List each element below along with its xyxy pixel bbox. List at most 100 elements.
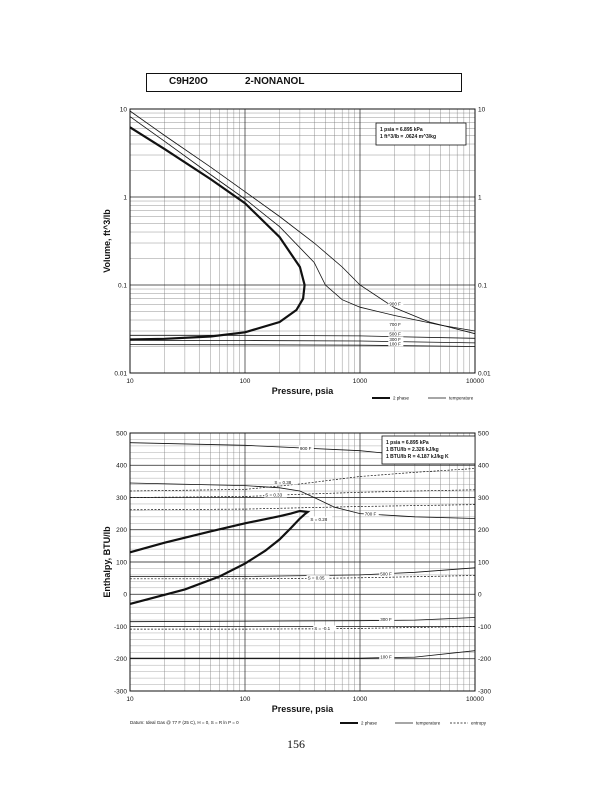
- curve-label-bg: [313, 625, 337, 631]
- x-tick-label: 10: [126, 378, 134, 385]
- y-tick-label-left: 200: [116, 527, 127, 534]
- two-phase-curve: [129, 509, 311, 605]
- y-tick-label-right: -300: [478, 688, 491, 695]
- temperature-curve: [129, 339, 476, 344]
- y-tick-label-left: 0.1: [118, 282, 127, 289]
- legend-label: 2 phase: [393, 396, 410, 401]
- y-tick-label-right: 100: [478, 559, 489, 566]
- entropy-label: S = 0.28: [310, 517, 327, 522]
- y-tick-label-left: 0.01: [114, 370, 127, 377]
- y-tick-label-right: 0.01: [478, 370, 491, 377]
- x-axis-label: Pressure, psia: [272, 704, 335, 714]
- curve-label-900f: 900 F: [389, 301, 401, 306]
- y-tick-label-left: 100: [116, 559, 127, 566]
- curve-label-100f: 100 F: [380, 655, 392, 660]
- unit-note-box: [375, 122, 467, 146]
- datum-footnote: Datum: Ideal Gas @ 77 F (25 C), H = 0, S…: [130, 720, 239, 725]
- legend-label: temperature: [449, 396, 474, 401]
- x-tick-label: 10000: [466, 696, 484, 703]
- temperature-curve: [130, 650, 476, 659]
- y-tick-label-right: 300: [478, 495, 489, 502]
- temperature-curve: [129, 482, 476, 519]
- unit-note-line: 1 psia = 6.895 kPa: [386, 440, 429, 446]
- y-axis-label: Enthalpy, BTU/lb: [102, 526, 112, 598]
- y-tick-label-left: -300: [114, 688, 127, 695]
- y-tick-label-right: 0: [478, 592, 482, 599]
- curve-label-bg: [379, 571, 395, 577]
- entropy-curve: [129, 504, 476, 511]
- temperature-curve: [130, 567, 476, 577]
- temperature-curve: [129, 344, 476, 347]
- entropy-label: S = -0.1: [314, 626, 330, 631]
- x-tick-label: 10000: [466, 378, 484, 385]
- x-axis-label: Pressure, psia: [272, 386, 335, 396]
- y-tick-label-right: -100: [478, 624, 491, 631]
- y-tick-label-left: 0: [123, 592, 127, 599]
- curve-label-bg: [388, 341, 404, 347]
- curve-label-bg: [298, 445, 314, 451]
- compound-name: 2-NONANOL: [245, 76, 305, 87]
- y-tick-label-right: 200: [478, 527, 489, 534]
- curve-label-300f: 300 F: [380, 617, 392, 622]
- unit-note-line: 1 BTU/lb R = 4.187 kJ/kg K: [386, 454, 449, 460]
- y-tick-label-right: 10: [478, 106, 486, 113]
- curve-label-bg: [264, 492, 288, 498]
- curve-label-bg: [388, 331, 404, 337]
- x-tick-label: 1000: [353, 378, 368, 385]
- legend-label: temperature: [416, 721, 441, 726]
- entropy-label: S = 0.33: [265, 493, 282, 498]
- legend-label: entropy: [471, 721, 487, 726]
- y-tick-label-right: 500: [478, 430, 489, 437]
- curve-label-500f: 500 F: [389, 332, 401, 337]
- curve-label-bg: [388, 300, 404, 307]
- y-tick-label-left: 10: [120, 106, 128, 113]
- y-axis-label: Volume, ft^3/lb: [102, 209, 112, 273]
- curve-label-bg: [388, 336, 404, 342]
- compound-formula: C9H20O: [169, 76, 208, 87]
- y-tick-label-right: -200: [478, 656, 491, 663]
- entropy-label: S = 0.38: [274, 480, 291, 485]
- curve-label-700f: 700 F: [389, 322, 401, 327]
- curve-label-bg: [363, 510, 379, 517]
- y-tick-label-left: 300: [116, 495, 127, 502]
- curve-label-500f: 500 F: [380, 572, 392, 577]
- entropy-curve: [130, 626, 476, 630]
- unit-note-line: 1 BTU/lb = 2.326 kJ/kg: [386, 447, 439, 453]
- curve-label-bg: [306, 575, 330, 581]
- curve-label-bg: [273, 479, 297, 485]
- y-tick-label-left: -200: [114, 656, 127, 663]
- enthalpy-pressure-chart: 10 100 1000 10000-300 -300-200 -200-100 -1000 0…: [102, 430, 491, 726]
- legend-label: 2 phase: [361, 721, 378, 726]
- x-tick-label: 10: [126, 696, 134, 703]
- entropy-curve: [129, 489, 476, 498]
- curve-label-bg: [379, 654, 395, 660]
- y-tick-label-right: 400: [478, 463, 489, 470]
- curve-label-300f: 300 F: [389, 337, 401, 342]
- page-number: 156: [287, 737, 305, 751]
- curve-label-100f: 100 F: [389, 342, 401, 347]
- curve-label-bg: [309, 516, 333, 522]
- entropy-curve: [129, 468, 476, 492]
- x-tick-label: 100: [240, 696, 251, 703]
- curve-label-bg: [379, 616, 395, 622]
- unit-note-line: 1 psia = 6.895 kPa: [380, 127, 423, 133]
- curve-label-700f: 700 F: [365, 511, 377, 516]
- unit-note-box: [381, 435, 476, 465]
- x-tick-label: 1000: [353, 696, 368, 703]
- y-tick-label-left: 400: [116, 463, 127, 470]
- two-phase-curve: [129, 126, 306, 341]
- curve-label-bg: [388, 321, 404, 327]
- y-tick-label-left: 500: [116, 430, 127, 437]
- x-tick-label: 100: [240, 378, 251, 385]
- temperature-curve: [130, 334, 476, 339]
- temperature-curve: [129, 617, 476, 623]
- y-tick-label-left: 1: [123, 194, 127, 201]
- y-tick-label-right: 1: [478, 194, 482, 201]
- y-tick-label-left: -100: [114, 624, 127, 631]
- unit-note-line: 1 ft^3/lb = .0624 m^3/kg: [380, 134, 436, 140]
- temperature-curve: [129, 116, 476, 332]
- y-tick-label-right: 0.1: [478, 282, 487, 289]
- entropy-label: S = 0.05: [308, 576, 325, 581]
- plot-frame: [129, 432, 476, 692]
- temperature-curve: [129, 110, 476, 335]
